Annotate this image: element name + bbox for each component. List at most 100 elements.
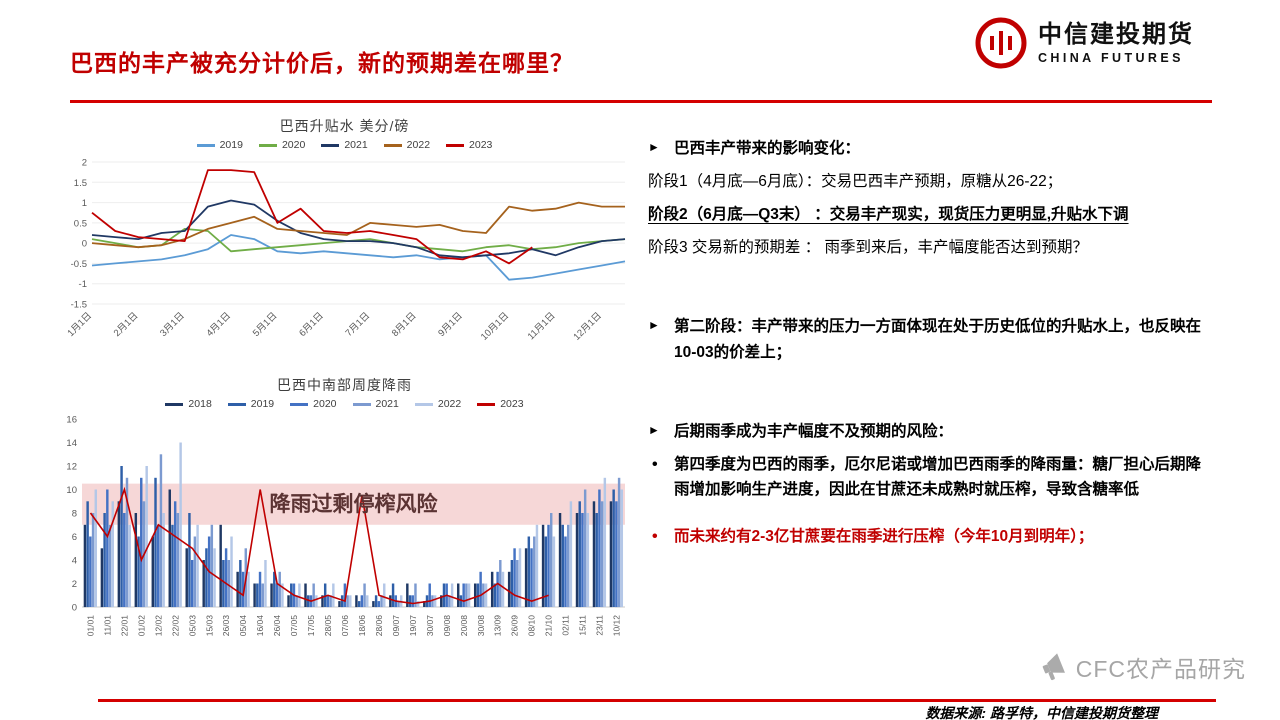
risk-band [82,483,625,525]
legend-item: 2022 [414,398,461,410]
legend-label: 2020 [281,139,306,151]
svg-text:4: 4 [72,556,77,567]
legend-item: 2020 [258,139,306,151]
svg-text:2月1日: 2月1日 [112,310,141,339]
legend-swatch-icon [165,402,184,406]
svg-text:30/07: 30/07 [425,615,435,637]
svg-text:12: 12 [66,462,77,473]
legend-swatch-icon [352,402,371,406]
legend-item: 2019 [196,139,243,151]
svg-text:28/05: 28/05 [323,615,333,637]
legend-label: 2019 [219,139,243,151]
premium-chart-title: 巴西升贴水 美分/磅 [279,118,410,134]
svg-text:0: 0 [82,239,87,250]
svg-text:08/10: 08/10 [527,615,537,637]
svg-text:26/09: 26/09 [510,615,520,637]
svg-text:16: 16 [66,415,77,426]
risk-band-label: 降雨过剩停榨风险 [270,492,439,516]
legend-label: 2023 [469,139,493,151]
arrow-bullet-icon: ► [648,140,660,154]
analysis-section: ► 后期雨季成为丰产幅度不及预期的风险： • 第四季度为巴西的雨季，厄尔尼诺或增加巴西… [648,419,1216,549]
legend-swatch-icon [321,143,340,147]
legend-label: 2020 [313,398,337,410]
svg-text:15/03: 15/03 [204,615,214,637]
svg-text:01/02: 01/02 [136,615,146,637]
legend-item: 2023 [446,139,492,151]
svg-text:11/01: 11/01 [102,615,112,636]
svg-text:02/11: 02/11 [561,615,571,636]
logo-subtitle: CHINA FUTURES [1038,50,1184,65]
svg-text:8月1日: 8月1日 [390,310,419,339]
analysis-text: 第二阶段：丰产带来的压力一方面体现在处于历史低位的升贴水上，也反映在10-03的… [674,318,1202,361]
svg-text:05/04: 05/04 [238,615,248,637]
megaphone-icon [1042,653,1065,681]
svg-text:7月1日: 7月1日 [344,310,373,339]
analysis-item: 阶段3 交易新的预期差 ： 雨季到来后，丰产幅度能否达到预期？ [648,235,1216,260]
svg-text:26/03: 26/03 [221,615,231,637]
dot-bullet-icon: • [652,455,658,473]
svg-text:21/10: 21/10 [544,615,554,637]
svg-text:12月1日: 12月1日 [572,310,604,342]
analysis-text: 阶段2（6月底—Q3末） ：交易丰产现实，现货压力更明显,升贴水下调 [648,206,1129,224]
analysis-item: ► 第二阶段：丰产带来的压力一方面体现在处于历史低位的升贴水上，也反映在10-03… [648,314,1216,364]
watermark-text: CFC农产品研究 [1075,656,1246,682]
svg-text:-0.5: -0.5 [71,259,87,270]
svg-text:1.5: 1.5 [74,178,87,189]
analysis-section: ► 第二阶段：丰产带来的压力一方面体现在处于历史低位的升贴水上，也反映在10-03… [648,314,1216,364]
legend-item: 2020 [290,398,337,410]
svg-text:11月1日: 11月1日 [526,310,558,342]
company-logo-icon [975,17,1027,69]
svg-text:07/05: 07/05 [289,615,299,637]
svg-text:0.5: 0.5 [74,218,87,229]
legend-swatch-icon [290,402,309,406]
analysis-text: 阶段3 交易新的预期差 ： 雨季到来后，丰产幅度能否达到预期？ [648,239,1089,257]
legend-label: 2022 [406,139,431,151]
legend-swatch-icon [258,143,277,147]
legend-item: 2022 [383,139,431,151]
svg-text:16/04: 16/04 [255,615,265,637]
legend-swatch-icon [477,402,496,406]
legend-label: 2023 [500,398,524,410]
svg-text:10月1日: 10月1日 [479,310,511,342]
svg-text:14: 14 [66,438,77,449]
legend-item: 2018 [165,398,212,410]
rainfall-chart-legend: 2018 2019 2020 2021 2022 2023 [52,398,637,410]
premium-chart: 巴西升贴水 美分/磅 2019 2020 2021 2022 2023 2 1.5 1 0.5… [52,116,637,363]
analysis-item: • 第四季度为巴西的雨季，厄尔尼诺或增加巴西雨季的降雨量：糖厂担心后期降雨增加影响… [648,452,1216,502]
title-divider [70,100,1212,103]
rainfall-chart-plot: 0 2 4 6 8 10 12 14 16 01/01 11/01 22/01 01/02 12/02 22… [52,413,637,676]
svg-text:2: 2 [72,579,77,590]
analysis-text: 巴西丰产带来的影响变化： [674,140,861,157]
svg-text:10: 10 [66,485,77,496]
rainfall-chart-title: 巴西中南部周度降雨 [277,377,412,393]
analysis-item: 阶段1（4月底—6月底）：交易巴西丰产预期，原糖从26-22； [648,169,1216,194]
svg-text:01/01: 01/01 [85,615,95,637]
svg-text:15/11: 15/11 [578,615,588,636]
svg-text:3月1日: 3月1日 [158,310,187,339]
legend-swatch-icon [196,143,215,147]
svg-text:26/04: 26/04 [272,615,282,637]
arrow-bullet-icon: ► [648,422,660,437]
svg-text:19/07: 19/07 [408,615,418,637]
svg-text:22/01: 22/01 [119,615,129,637]
svg-text:9月1日: 9月1日 [436,310,465,339]
watermark: CFC农产品研究 [1039,650,1246,684]
analysis-panel: ► 巴西丰产带来的影响变化： 阶段1（4月底—6月底）：交易巴西丰产预期，原糖从26… [648,136,1216,557]
dot-bullet-icon: • [652,527,658,545]
footer-divider [98,699,1216,702]
legend-item: 2021 [352,398,399,410]
legend-swatch-icon [383,143,402,147]
arrow-bullet-icon: ► [648,318,660,333]
analysis-text: 第四季度为巴西的雨季，厄尔尼诺或增加巴西雨季的降雨量：糖厂担心后期降雨增加影响生… [674,455,1202,498]
legend-label: 2019 [250,398,275,410]
company-logo-text: 中信建投期货 CHINA FUTURES [1038,21,1194,65]
premium-chart-legend: 2019 2020 2021 2022 2023 [52,139,637,151]
analysis-text: 而未来约有2-3亿甘蔗要在雨季进行压榨（今年10月到明年）； [674,527,1094,545]
analysis-item: 阶段2（6月底—Q3末） ：交易丰产现实，现货压力更明显,升贴水下调 [648,202,1216,227]
svg-text:07/06: 07/06 [340,615,350,637]
analysis-text: 后期雨季成为丰产幅度不及预期的风险： [674,422,954,440]
svg-text:30/08: 30/08 [476,615,486,637]
svg-text:2: 2 [82,158,87,169]
rainfall-chart: 巴西中南部周度降雨 2018 2019 2020 2021 2022 2023 0 2 4 6 8… [52,375,637,676]
